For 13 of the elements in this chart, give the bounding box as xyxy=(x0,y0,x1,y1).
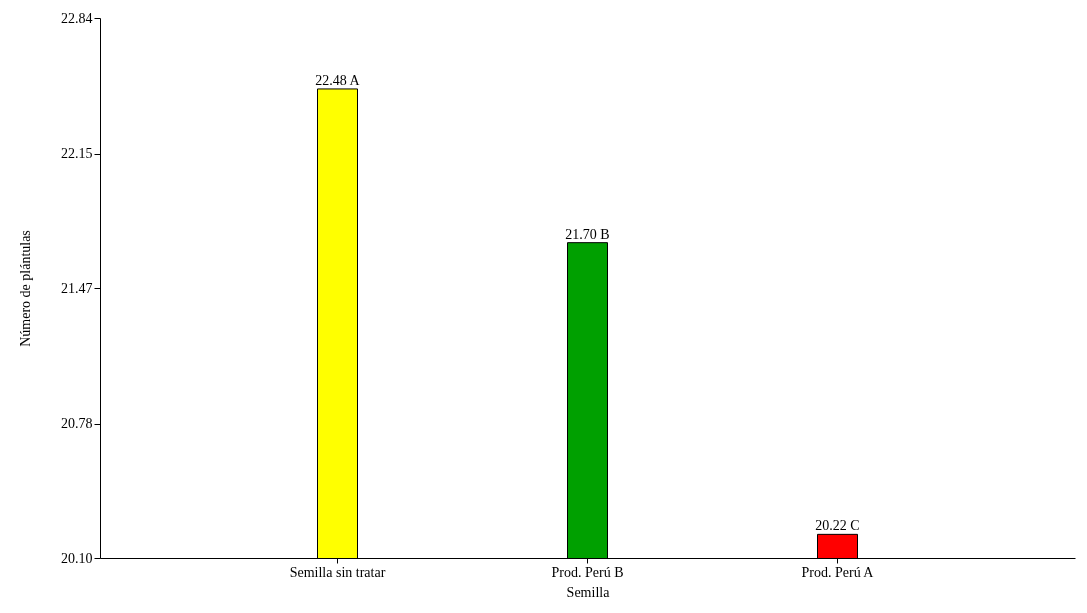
data-label: 21.70 B xyxy=(565,226,610,242)
x-tick-label: Prod. Perú B xyxy=(551,564,624,580)
y-tick-label: 20.10 xyxy=(61,550,93,566)
data-label: 20.22 C xyxy=(815,518,860,534)
data-label: 22.48 A xyxy=(315,72,361,88)
y-axis-title: Número de plántulas xyxy=(18,230,33,347)
x-axis-title: Semilla xyxy=(566,584,611,600)
y-tick-label: 22.84 xyxy=(61,10,93,26)
x-tick-label: Prod. Perú A xyxy=(801,564,875,580)
y-tick-label: 20.78 xyxy=(61,416,93,432)
y-tick-label: 22.15 xyxy=(61,146,93,162)
x-tick-label: Semilla sin tratar xyxy=(289,564,386,580)
y-tick-label: 21.47 xyxy=(61,280,93,296)
